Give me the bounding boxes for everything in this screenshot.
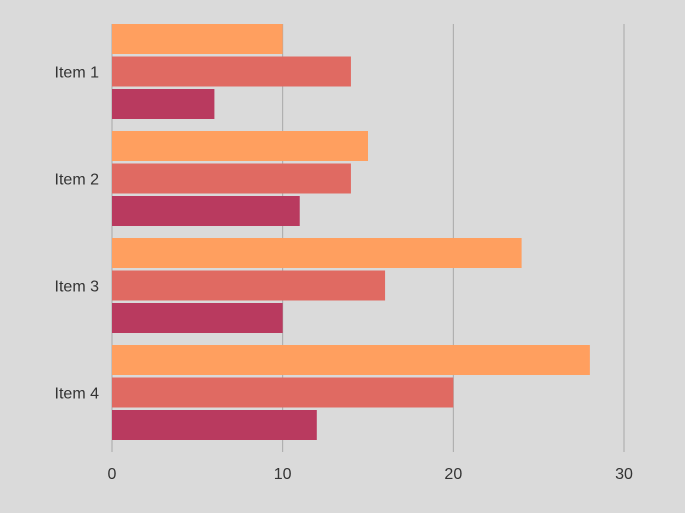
bar-item-1-series-2	[112, 56, 351, 87]
bar-item-1-series-3	[112, 89, 215, 119]
x-tick-labels: 0 10 20 30	[108, 466, 633, 483]
bar-item-2-series-3	[112, 196, 300, 226]
category-label: Item 2	[55, 172, 100, 189]
category-label: Item 3	[55, 279, 100, 296]
x-tick-label: 30	[615, 466, 633, 483]
x-tick-label: 10	[274, 466, 292, 483]
bar-item-3-series-3	[112, 303, 283, 333]
x-tick-label: 0	[108, 466, 117, 483]
bar-item-4-series-1	[112, 345, 590, 375]
bars	[112, 24, 590, 440]
category-labels: Item 1 Item 2 Item 3 Item 4	[55, 65, 100, 403]
bar-item-3-series-1	[112, 238, 522, 268]
bar-item-4-series-3	[112, 410, 317, 440]
bar-item-1-series-1	[112, 24, 283, 54]
bar-item-4-series-2	[112, 377, 454, 408]
category-label: Item 4	[55, 386, 100, 403]
x-tick-label: 20	[444, 466, 462, 483]
bar-item-2-series-2	[112, 163, 351, 194]
category-label: Item 1	[55, 65, 100, 82]
bar-item-3-series-2	[112, 270, 386, 301]
bar-item-2-series-1	[112, 131, 368, 161]
